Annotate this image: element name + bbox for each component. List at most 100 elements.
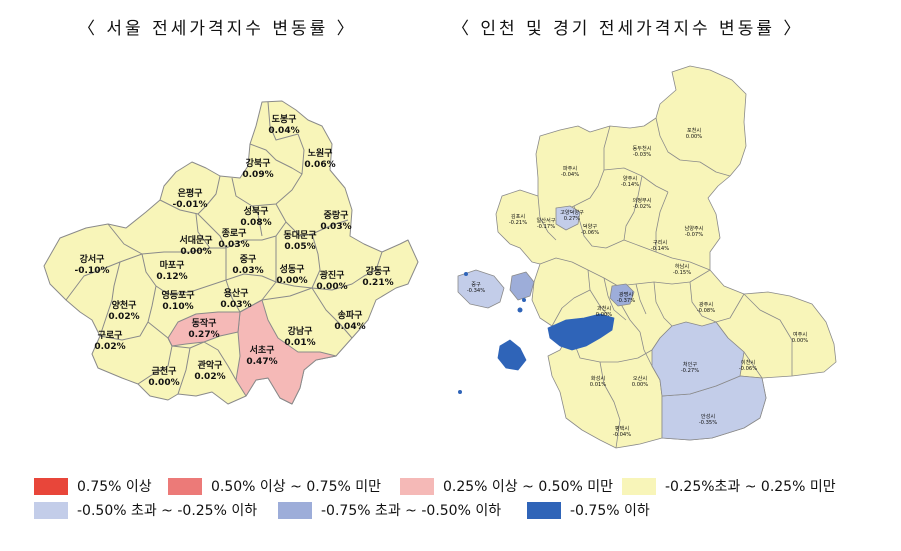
seoul-district-name-label: 마포구 — [160, 259, 185, 271]
gyeonggi-region-value-label: 0.00% — [632, 382, 649, 388]
gyeonggi-region-value-label: -0.14% — [651, 246, 669, 252]
seoul-district-value-label: 0.05% — [284, 242, 315, 252]
gyeonggi-region-value-label: 0.00% — [792, 338, 809, 344]
seoul-district-name-label: 양천구 — [112, 299, 137, 311]
seoul-district-name-label: 서초구 — [250, 344, 275, 356]
legend-swatch — [527, 501, 561, 519]
legend-item: 0.75% 이상 — [34, 476, 152, 496]
gyeonggi-region-value-label: -0.14% — [621, 182, 639, 188]
legend-label: 0.75% 이상 — [77, 479, 152, 495]
gyeonggi-region-name-label: 화성시 — [591, 374, 606, 382]
gyeonggi-region-value-label: -0.07% — [685, 232, 703, 238]
gyeonggi-region-name-label: 하남시 — [675, 262, 690, 270]
seoul-district-value-label: -0.10% — [75, 266, 110, 276]
seoul-district-name-label: 서대문구 — [179, 234, 212, 246]
gyeonggi-region-name-label: 김포시 — [511, 213, 526, 220]
map-legend: 0.75% 이상 0.50% 이상 ~ 0.75% 미만 0.25% 이상 ~ … — [0, 468, 901, 548]
legend-item: -0.75% 이하 — [527, 500, 650, 520]
seoul-district-name-label: 동작구 — [192, 318, 217, 329]
gyeonggi-region-value-label: -0.04% — [613, 432, 631, 438]
gyeonggi-map: 포천시0.00%동두천시-0.03%파주시-0.04%양주시-0.14%의정부시… — [457, 65, 837, 449]
seoul-district-value-label: 0.03% — [320, 222, 351, 232]
region-incheon-west — [509, 271, 535, 301]
legend-label: 0.25% 이상 ~ 0.50% 미만 — [443, 479, 614, 495]
seoul-district-value-label: 0.03% — [232, 266, 263, 276]
region-cheoin — [651, 321, 745, 397]
gyeonggi-region-value-label: -0.34% — [467, 288, 485, 294]
gyeonggi-region-name-label: 일산서구 — [536, 216, 555, 224]
gyeonggi-region-value-label: -0.35% — [699, 420, 717, 426]
seoul-district-name-label: 용산구 — [224, 287, 249, 299]
legend-swatch — [168, 477, 202, 495]
seoul-internal-boundaries — [65, 101, 383, 395]
gyeonggi-outline — [495, 65, 837, 449]
gyeonggi-region-name-label: 안성시 — [701, 412, 716, 420]
seoul-district-name-label: 구로구 — [98, 330, 123, 341]
seoul-district-name-label: 강동구 — [366, 265, 391, 277]
seoul-district-value-label: 0.00% — [180, 247, 211, 257]
legend-swatch — [34, 501, 68, 519]
seoul-outline — [43, 100, 419, 405]
gyeonggi-region-name-label: 여주시 — [793, 330, 808, 338]
legend-item: 0.50% 이상 ~ 0.75% 미만 — [168, 476, 381, 496]
gyeonggi-region-name-label: 덕양구 — [583, 222, 598, 230]
seoul-district-value-label: 0.03% — [220, 300, 251, 310]
seoul-district-name-label: 관악구 — [198, 359, 223, 371]
gyeonggi-region-value-label: -0.06% — [581, 230, 599, 236]
seoul-district-value-label: 0.00% — [148, 378, 179, 388]
seoul-map-title: 〈 서울 전세가격지수 변동률 〉 — [78, 19, 357, 39]
seoul-district-value-label: 0.08% — [240, 218, 271, 228]
seoul-district-name-label: 종로구 — [222, 228, 247, 239]
gyeonggi-region-name-label: 광주시 — [699, 301, 714, 308]
seoul-district-value-label: 0.00% — [276, 276, 307, 286]
legend-swatch — [622, 477, 656, 495]
gyeonggi-region-name-label: 중구 — [471, 281, 481, 288]
gyeonggi-region-value-label: 0.27% — [564, 216, 581, 222]
legend-swatch — [278, 501, 312, 519]
gyeonggi-region-name-label: 오산시 — [633, 374, 648, 382]
seoul-district-name-label: 도봉구 — [272, 114, 297, 125]
seoul-district-name-label: 금천구 — [152, 366, 177, 377]
seoul-district-value-label: 0.02% — [108, 312, 139, 322]
gyeonggi-region-name-label: 광명시 — [619, 291, 634, 298]
seoul-district-value-label: 0.01% — [284, 338, 315, 348]
gyeonggi-region-value-label: -0.27% — [681, 368, 699, 374]
gyeonggi-region-name-label: 평택시 — [615, 425, 630, 432]
seoul-district-name-label: 성동구 — [280, 263, 305, 275]
seoul-district-value-label: 0.03% — [218, 240, 249, 250]
legend-item: -0.50% 초과 ~ -0.25% 이하 — [34, 500, 257, 520]
gyeonggi-region-value-label: -0.21% — [509, 220, 527, 226]
seoul-district-value-label: 0.12% — [156, 272, 187, 282]
gyeonggi-region-value-label: -0.17% — [537, 224, 555, 230]
seoul-district-name-label: 영등포구 — [161, 289, 194, 301]
gyeonggi-region-name-label: 구리시 — [653, 238, 668, 246]
legend-swatch — [34, 477, 68, 495]
region-jung-incheon — [457, 269, 505, 309]
district-dongjak — [167, 311, 241, 347]
seoul-district-name-label: 노원구 — [308, 147, 333, 159]
seoul-district-value-label: 0.04% — [334, 322, 365, 332]
legend-label: 0.50% 이상 ~ 0.75% 미만 — [211, 479, 382, 495]
gyeonggi-region-name-label: 의정부시 — [632, 197, 651, 204]
legend-label: -0.75% 초과 ~ -0.50% 이하 — [321, 503, 502, 519]
seoul-district-name-label: 은평구 — [178, 187, 203, 199]
legend-item: -0.75% 초과 ~ -0.50% 이하 — [278, 500, 501, 520]
gyeonggi-map-title: 〈 인천 및 경기 전세가격지수 변동률 〉 — [452, 19, 804, 39]
seoul-district-value-label: 0.47% — [246, 357, 277, 367]
legend-swatch — [400, 477, 434, 495]
seoul-district-name-label: 광진구 — [320, 269, 345, 281]
island-dark-blue — [497, 339, 527, 371]
seoul-district-value-label: -0.01% — [173, 200, 208, 210]
seoul-district-value-label: 0.06% — [304, 160, 335, 170]
gyeonggi-region-name-label: 파주시 — [563, 164, 578, 172]
gyeonggi-region-value-label: -0.03% — [633, 152, 651, 158]
gyeonggi-region-name-label: 양주시 — [623, 174, 638, 182]
legend-label: -0.50% 초과 ~ -0.25% 이하 — [77, 503, 258, 519]
seoul-district-value-label: 0.02% — [194, 372, 225, 382]
region-ilsanseo — [555, 205, 581, 231]
gyeonggi-region-value-label: -0.08% — [697, 308, 715, 314]
seoul-district-name-label: 강북구 — [246, 157, 271, 169]
gyeonggi-region-value-label: 0.01% — [590, 382, 607, 388]
seoul-district-value-label: 0.09% — [242, 170, 273, 180]
gyeonggi-region-name-label: 이천시 — [741, 358, 756, 366]
